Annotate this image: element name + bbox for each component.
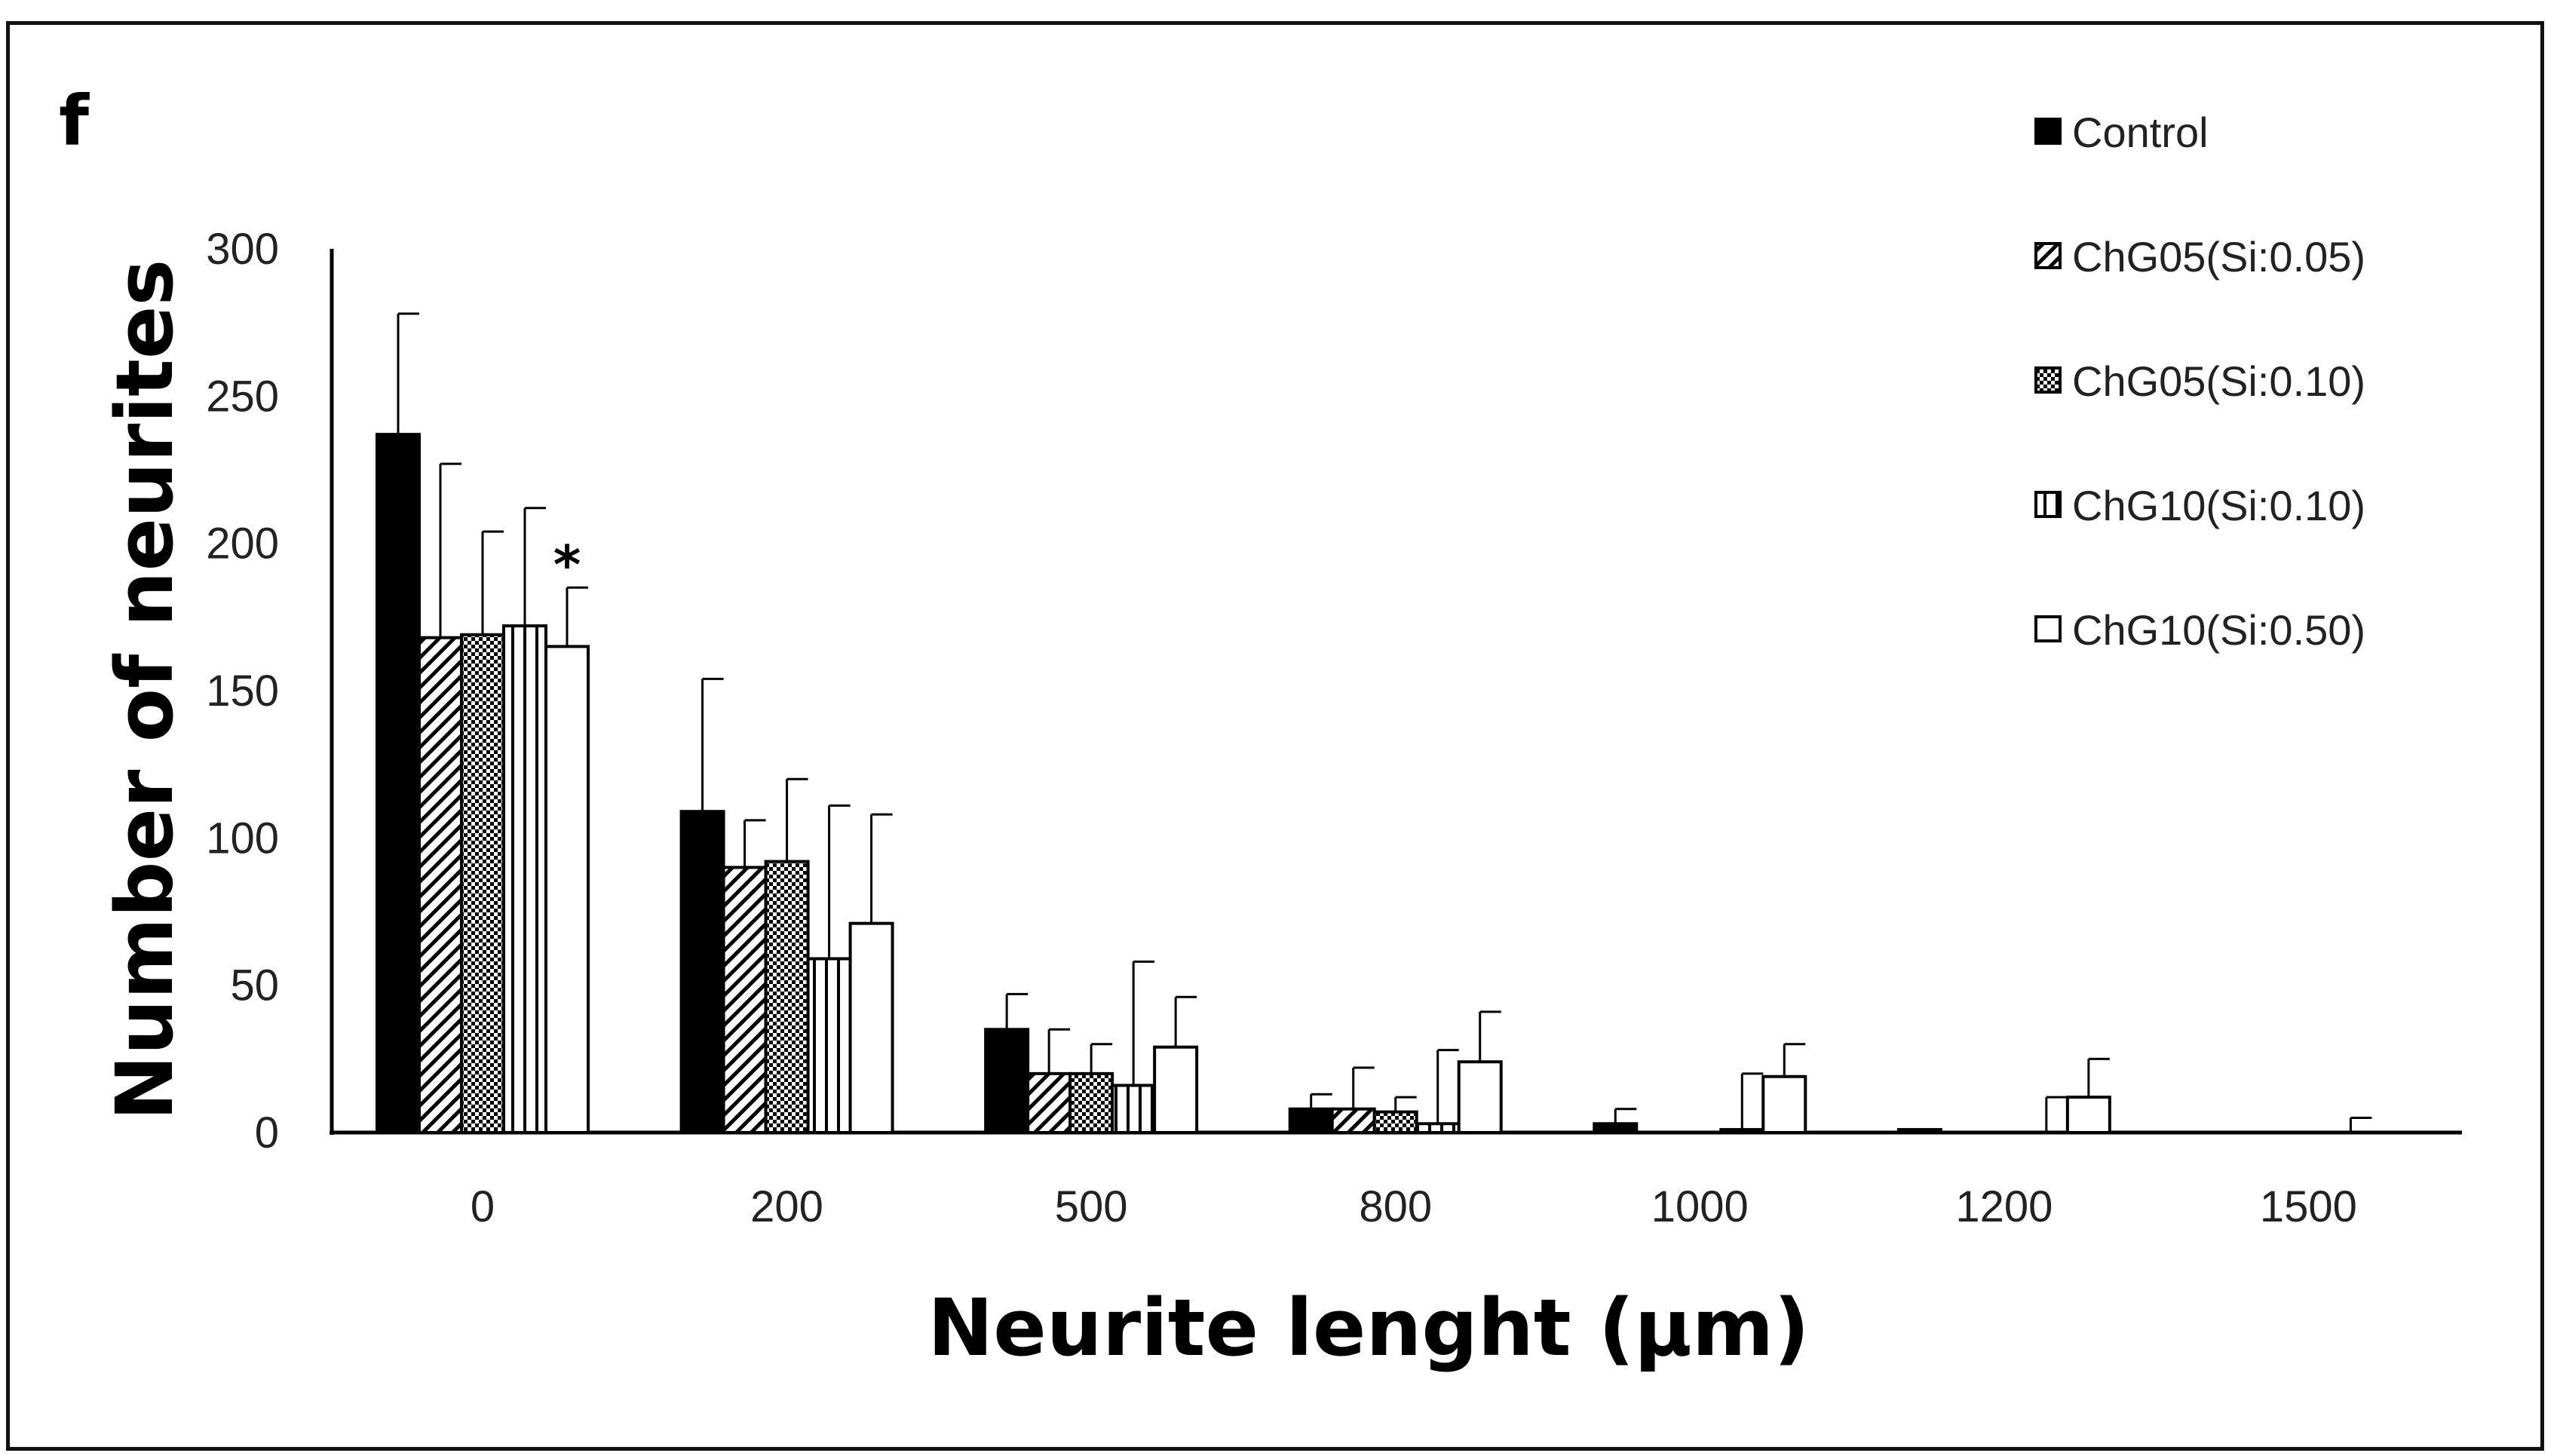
legend-label-control: Control [2072,109,2209,156]
bar-chg05-si-0-05-500 [1026,1071,1072,1135]
error-bars [397,312,2372,1133]
x-tick-label: 800 [1359,1182,1432,1231]
bar-chg05-si-0-10-0 [460,633,505,1134]
y-tick-label: 150 [206,667,279,716]
legend-swatch-chg05-si-0-10 [2034,366,2062,394]
bar-chg10-si-0-50-200 [848,921,894,1135]
x-tick-label: 1200 [1955,1182,2053,1231]
y-tick-label: 0 [255,1108,279,1157]
bar-chg05-si-0-05-800 [1330,1107,1376,1135]
bar-control-0 [376,433,421,1134]
bar-control-800 [1288,1107,1334,1135]
legend-swatch-chg05-si-0-05 [2034,242,2062,269]
legend-label-chg05-si-0-05: ChG05(Si:0.05) [2072,233,2365,280]
y-tick-label: 300 [206,225,279,274]
bar-chg10-si-0-10-1000 [1719,1128,1765,1135]
legend-swatch-control [2034,118,2062,145]
x-axis-label: Neurite lenght (µm) [927,1282,1810,1374]
bar-control-500 [984,1028,1030,1135]
bar-chg10-si-0-50-1000 [1761,1074,1807,1134]
bars [376,433,2111,1135]
significance-marker: * [553,534,581,596]
bar-chg10-si-0-10-200 [806,957,852,1135]
y-tick-label: 100 [206,814,279,863]
bar-chg10-si-0-10-0 [502,624,547,1134]
bar-chg10-si-0-50-1200 [2065,1096,2111,1134]
x-tick-labels: 0 200 500 800 1000 1200 1500 [471,1182,2357,1231]
x-tick-label: 0 [471,1182,495,1231]
x-tick-label: 1500 [2260,1182,2357,1231]
bar-chg05-si-0-05-0 [418,636,463,1134]
panel-label: f [59,81,90,161]
bar-chg10-si-0-50-800 [1457,1060,1503,1134]
bar-control-200 [679,810,725,1134]
legend-label-chg05-si-0-10: ChG05(Si:0.10) [2072,357,2365,405]
x-tick-label: 500 [1055,1182,1128,1231]
bar-chg10-si-0-50-500 [1153,1045,1199,1134]
bar-chg05-si-0-10-500 [1068,1071,1114,1135]
bar-chg05-si-0-10-200 [764,860,810,1134]
x-tick-label: 200 [750,1182,823,1231]
bar-chg05-si-0-05-200 [722,866,768,1135]
y-tick-label: 200 [206,520,279,569]
legend-swatch-chg10-si-0-50 [2034,615,2062,642]
bar-control-1200 [1896,1128,1942,1135]
y-tick-label: 50 [230,961,279,1010]
y-tick-labels: 0 50 100 150 200 250 300 [206,225,279,1157]
legend-label-chg10-si-0-50: ChG10(Si:0.50) [2072,606,2365,654]
legend-label-chg10-si-0-10: ChG10(Si:0.10) [2072,482,2365,529]
bar-chg10-si-0-10-500 [1111,1084,1157,1134]
bar-control-1000 [1593,1122,1639,1135]
y-axis-label: Number of neurites [99,259,191,1121]
annotations: * [553,534,581,596]
bar-chg10-si-0-10-800 [1415,1122,1461,1135]
y-tick-label: 250 [206,372,279,421]
legend: Control ChG05(Si:0.05) ChG05(Si:0.10) ChG10… [2034,109,2365,654]
bar-chg10-si-0-50-0 [544,645,590,1134]
x-tick-label: 1000 [1651,1182,1749,1231]
bar-chg05-si-0-10-800 [1372,1110,1418,1134]
legend-swatch-chg10-si-0-10 [2034,491,2062,518]
